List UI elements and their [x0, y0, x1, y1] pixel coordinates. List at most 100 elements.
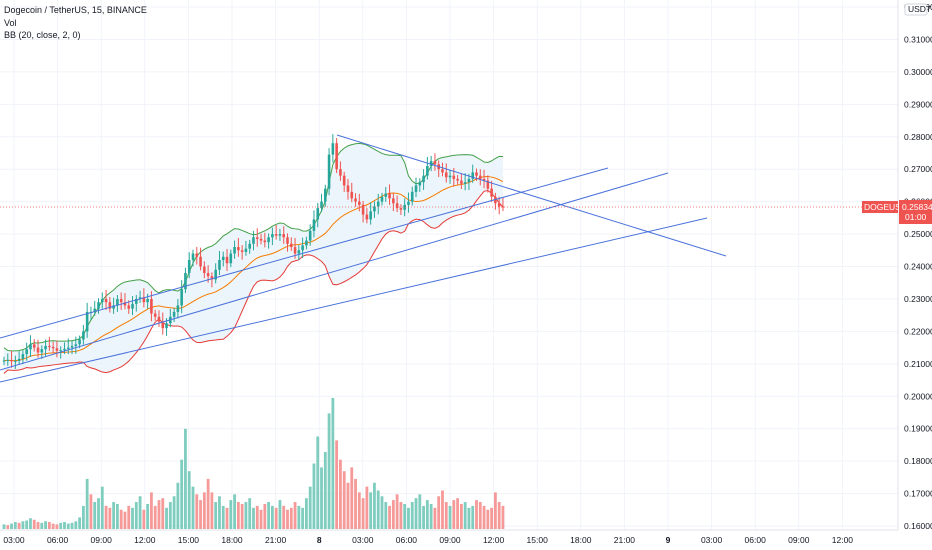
trendline[interactable] [0, 217, 708, 383]
candle-body [482, 178, 486, 181]
candle [248, 239, 251, 254]
price-tick-label: 0.31000 [904, 34, 932, 44]
candle-body [358, 201, 361, 205]
volume-bar [418, 494, 422, 529]
candle-body [176, 305, 180, 312]
candle-body [259, 238, 263, 241]
price-axis[interactable]: 0.320000.310000.300000.290000.280000.270… [862, 0, 932, 531]
trendline[interactable] [0, 172, 669, 371]
volume-bar [199, 500, 202, 529]
volume-bar [17, 522, 21, 529]
time-axis[interactable]: 03:00 06:00 09:00 12:00 15:00 18:00 21:00 8 03:0… [0, 529, 898, 545]
candle-body [403, 204, 406, 210]
candle-body [422, 175, 425, 183]
volume-label[interactable]: Vol [4, 17, 17, 28]
candle [229, 249, 233, 268]
volume-bar [312, 463, 316, 529]
candle [316, 202, 320, 228]
volume-bar [441, 490, 444, 529]
candle [36, 339, 40, 358]
volume-bar [425, 500, 429, 529]
price-tick-label: 0.18000 [904, 456, 932, 466]
volume-bar [195, 494, 199, 529]
candle-body [486, 180, 490, 189]
volume-bar [6, 525, 10, 529]
volume-bar [388, 505, 391, 529]
candle [308, 224, 312, 246]
volume-bar [13, 522, 17, 529]
candle-body [63, 348, 66, 351]
trendline[interactable] [336, 134, 727, 257]
candle-body [373, 206, 376, 212]
candle-body [395, 203, 399, 209]
volume-bar [354, 478, 357, 529]
candle-body [40, 349, 44, 353]
volume-bar [70, 522, 74, 529]
candle-body [218, 260, 221, 270]
time-tick-label: 18:00 [570, 535, 592, 545]
indicator-label[interactable]: BB (20, close, 2, 0) [4, 30, 81, 40]
candle-body [119, 298, 123, 303]
volume-bar [40, 522, 44, 529]
candle-body [399, 208, 403, 210]
volume-bar [127, 505, 131, 529]
bb-lower-line [3, 189, 504, 374]
currency-badge[interactable]: USDT [904, 3, 931, 16]
volume-bar [89, 494, 93, 529]
candle-body [305, 240, 308, 246]
candle-body [342, 175, 346, 186]
candle [361, 200, 365, 223]
candle [10, 350, 13, 368]
time-tick-label: 15:00 [527, 535, 549, 545]
candle [21, 350, 25, 365]
price-tick-label: 0.20000 [904, 391, 932, 401]
volume-bar [373, 482, 376, 529]
candle [331, 134, 335, 163]
volume-bar [407, 507, 410, 529]
volume-bar [259, 509, 263, 529]
candle [25, 342, 28, 361]
volume-bar [316, 436, 320, 529]
candle [240, 245, 244, 260]
candle [180, 280, 183, 314]
candle [267, 233, 270, 249]
volume-bar [444, 502, 448, 529]
volume-bar [74, 521, 78, 529]
candle [478, 169, 482, 186]
volume-bar [123, 511, 127, 529]
volume-bar [131, 507, 134, 529]
candle-body [55, 348, 59, 351]
symbol-title[interactable]: Dogecoin / TetherUS, 15, BINANCE [4, 5, 147, 15]
volume-bar [486, 509, 490, 529]
candle [289, 237, 293, 251]
trendlines[interactable] [0, 134, 727, 383]
candle [2, 356, 6, 366]
price-tick-label: 0.30000 [904, 67, 932, 77]
volume-bar [331, 398, 335, 529]
volume-bar [78, 517, 81, 529]
volume-bar [59, 522, 63, 529]
volume-bar [475, 500, 478, 529]
candle-body [233, 247, 236, 254]
candle-body [85, 311, 89, 332]
candle-body [240, 250, 244, 252]
volume-bar [327, 413, 331, 529]
time-tick-label: 03:00 [701, 535, 723, 545]
candle-body [21, 354, 25, 359]
candle-body [2, 360, 6, 362]
volume-bar [263, 503, 267, 529]
candle-body [221, 256, 225, 261]
volume-bar [51, 523, 55, 529]
candle [286, 233, 289, 252]
price-tick-label: 0.29000 [904, 99, 932, 109]
volume-bar [104, 505, 108, 529]
candle [463, 173, 467, 191]
candle [327, 148, 331, 196]
volume-bar [452, 500, 456, 529]
trendline[interactable] [0, 167, 609, 339]
symbol-tag[interactable]: DOGEUSDT [862, 201, 912, 214]
candle-body [48, 345, 51, 347]
candle-body [229, 253, 233, 264]
